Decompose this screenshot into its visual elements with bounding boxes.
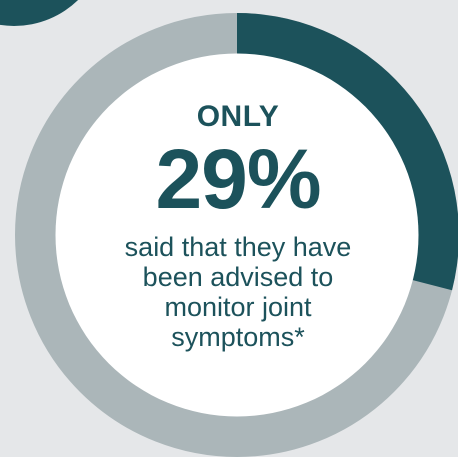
stat-prefix: ONLY — [196, 100, 280, 133]
stat-description: said that they have been advised to moni… — [124, 232, 352, 352]
donut-center — [55, 53, 419, 417]
stat-text: ONLY 29% said that they have been advise… — [83, 100, 393, 352]
stat-value: 29% — [155, 132, 321, 226]
donut-segment-advised — [237, 13, 458, 291]
